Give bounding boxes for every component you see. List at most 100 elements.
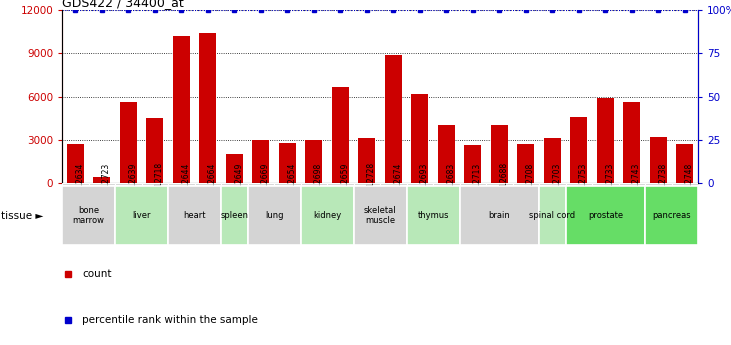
Bar: [88, 183, 115, 185]
Text: GSM12738: GSM12738: [659, 162, 667, 204]
Text: GSM12659: GSM12659: [341, 162, 349, 204]
Bar: [226, 154, 243, 183]
Bar: [385, 55, 402, 183]
Text: bone
marrow: bone marrow: [72, 206, 105, 225]
Bar: [518, 144, 534, 183]
Bar: [354, 186, 406, 245]
Bar: [624, 102, 640, 183]
Text: GSM12748: GSM12748: [685, 162, 694, 204]
Text: GSM12639: GSM12639: [129, 162, 137, 204]
Text: GSM12634: GSM12634: [75, 162, 84, 204]
Bar: [252, 140, 270, 183]
Text: GSM12644: GSM12644: [181, 162, 190, 204]
Text: liver: liver: [132, 211, 151, 220]
Bar: [539, 183, 566, 185]
Bar: [645, 183, 672, 185]
Bar: [566, 186, 645, 245]
Bar: [566, 183, 592, 185]
Bar: [460, 183, 486, 185]
Bar: [168, 183, 194, 185]
Bar: [486, 183, 512, 185]
Bar: [115, 186, 168, 245]
Text: count: count: [83, 269, 112, 279]
Bar: [358, 138, 376, 183]
Bar: [618, 183, 645, 185]
Bar: [120, 102, 137, 183]
Text: GSM12654: GSM12654: [287, 162, 296, 204]
Bar: [146, 118, 164, 183]
Bar: [248, 183, 274, 185]
Bar: [168, 186, 221, 245]
Text: GSM12718: GSM12718: [155, 162, 164, 204]
Bar: [306, 140, 322, 183]
Text: GDS422 / 34400_at: GDS422 / 34400_at: [62, 0, 184, 9]
Bar: [142, 183, 168, 185]
Bar: [279, 143, 296, 183]
Bar: [380, 183, 406, 185]
Bar: [464, 146, 482, 183]
Text: lung: lung: [265, 211, 284, 220]
Bar: [650, 137, 667, 183]
Bar: [62, 186, 115, 245]
Bar: [672, 183, 698, 185]
Bar: [62, 183, 88, 185]
Bar: [332, 87, 349, 183]
Text: GSM12703: GSM12703: [553, 162, 561, 204]
Text: GSM12674: GSM12674: [393, 162, 402, 204]
Bar: [354, 183, 380, 185]
Bar: [539, 186, 566, 245]
Text: spinal cord: spinal cord: [529, 211, 575, 220]
Bar: [570, 117, 588, 183]
Bar: [221, 183, 248, 185]
Bar: [300, 183, 327, 185]
Bar: [491, 125, 508, 183]
Text: pancreas: pancreas: [652, 211, 691, 220]
Text: GSM12693: GSM12693: [420, 162, 429, 204]
Bar: [676, 144, 694, 183]
Bar: [645, 186, 698, 245]
Text: GSM12669: GSM12669: [261, 162, 270, 204]
Text: GSM12743: GSM12743: [632, 162, 641, 204]
Bar: [300, 186, 354, 245]
Bar: [221, 186, 248, 245]
Text: heart: heart: [183, 211, 206, 220]
Text: GSM12733: GSM12733: [605, 162, 614, 204]
Text: GSM12723: GSM12723: [102, 162, 111, 204]
Bar: [194, 183, 221, 185]
Text: kidney: kidney: [313, 211, 341, 220]
Text: GSM12688: GSM12688: [499, 162, 508, 204]
Bar: [115, 183, 142, 185]
Bar: [248, 186, 300, 245]
Text: GSM12753: GSM12753: [579, 162, 588, 204]
Bar: [592, 183, 618, 185]
Text: thymus: thymus: [417, 211, 449, 220]
Text: brain: brain: [488, 211, 510, 220]
Text: percentile rank within the sample: percentile rank within the sample: [83, 315, 258, 325]
Bar: [433, 183, 460, 185]
Bar: [406, 183, 433, 185]
Text: GSM12728: GSM12728: [367, 162, 376, 204]
Bar: [200, 33, 216, 183]
Bar: [460, 186, 539, 245]
Bar: [327, 183, 354, 185]
Bar: [94, 177, 110, 183]
Text: GSM12698: GSM12698: [314, 162, 323, 204]
Text: tissue ►: tissue ►: [1, 211, 44, 220]
Bar: [67, 144, 84, 183]
Text: GSM12649: GSM12649: [235, 162, 243, 204]
Bar: [406, 186, 460, 245]
Text: GSM12664: GSM12664: [208, 162, 217, 204]
Text: skeletal
muscle: skeletal muscle: [364, 206, 396, 225]
Text: GSM12708: GSM12708: [526, 162, 535, 204]
Bar: [173, 36, 190, 183]
Text: prostate: prostate: [588, 211, 623, 220]
Bar: [274, 183, 300, 185]
Text: GSM12713: GSM12713: [473, 162, 482, 204]
Bar: [412, 94, 428, 183]
Bar: [512, 183, 539, 185]
Text: GSM12683: GSM12683: [447, 162, 455, 204]
Bar: [544, 138, 561, 183]
Bar: [438, 125, 455, 183]
Bar: [596, 98, 614, 183]
Text: spleen: spleen: [220, 211, 249, 220]
